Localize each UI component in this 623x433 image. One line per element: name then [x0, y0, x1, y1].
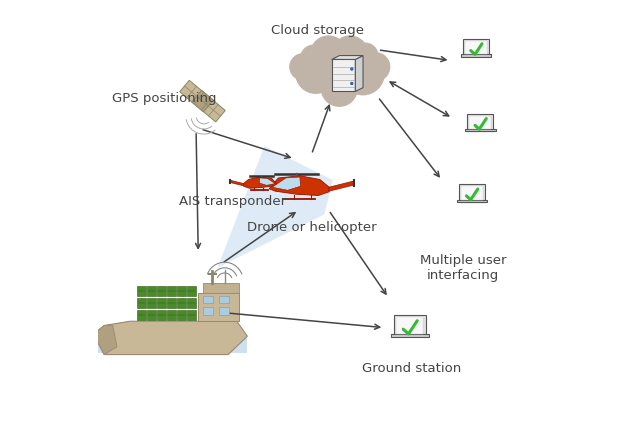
FancyBboxPatch shape — [177, 310, 186, 320]
FancyBboxPatch shape — [137, 310, 146, 320]
FancyBboxPatch shape — [465, 129, 495, 132]
FancyBboxPatch shape — [463, 39, 489, 56]
Polygon shape — [269, 176, 329, 195]
Polygon shape — [329, 181, 354, 191]
Text: Multiple user
interfacing: Multiple user interfacing — [420, 254, 506, 282]
Circle shape — [289, 53, 316, 81]
FancyBboxPatch shape — [177, 286, 186, 297]
FancyBboxPatch shape — [137, 298, 146, 308]
Polygon shape — [93, 336, 247, 353]
FancyBboxPatch shape — [157, 310, 166, 320]
Circle shape — [341, 51, 385, 95]
FancyBboxPatch shape — [187, 286, 196, 297]
Polygon shape — [332, 55, 363, 59]
Circle shape — [351, 42, 379, 70]
FancyBboxPatch shape — [469, 116, 492, 129]
Polygon shape — [93, 321, 247, 355]
FancyBboxPatch shape — [202, 307, 213, 315]
FancyBboxPatch shape — [457, 200, 487, 202]
FancyBboxPatch shape — [167, 286, 176, 297]
Text: GPS positioning: GPS positioning — [112, 93, 216, 106]
Polygon shape — [259, 178, 275, 185]
Polygon shape — [192, 90, 213, 112]
Polygon shape — [179, 80, 226, 122]
Text: Ground station: Ground station — [363, 362, 462, 375]
Text: Drone or helicopter: Drone or helicopter — [247, 221, 376, 234]
FancyBboxPatch shape — [187, 310, 196, 320]
FancyBboxPatch shape — [157, 286, 166, 297]
Polygon shape — [217, 146, 333, 268]
FancyBboxPatch shape — [187, 298, 196, 308]
Polygon shape — [230, 180, 244, 186]
FancyBboxPatch shape — [147, 310, 156, 320]
FancyBboxPatch shape — [177, 298, 186, 308]
FancyBboxPatch shape — [202, 296, 213, 303]
Polygon shape — [93, 326, 117, 355]
FancyBboxPatch shape — [219, 296, 229, 303]
FancyBboxPatch shape — [219, 307, 229, 315]
FancyBboxPatch shape — [465, 41, 487, 55]
FancyBboxPatch shape — [137, 286, 146, 297]
FancyBboxPatch shape — [391, 334, 429, 336]
Polygon shape — [244, 177, 277, 188]
Circle shape — [350, 67, 353, 71]
Polygon shape — [355, 55, 363, 91]
FancyBboxPatch shape — [202, 283, 239, 294]
Polygon shape — [272, 177, 300, 190]
Circle shape — [350, 82, 353, 85]
Circle shape — [295, 173, 298, 175]
Polygon shape — [332, 59, 355, 91]
Circle shape — [300, 45, 328, 72]
FancyBboxPatch shape — [198, 294, 239, 321]
FancyBboxPatch shape — [394, 315, 426, 336]
FancyBboxPatch shape — [167, 298, 176, 308]
Circle shape — [310, 42, 364, 96]
Circle shape — [261, 175, 262, 177]
FancyBboxPatch shape — [459, 184, 485, 201]
Circle shape — [295, 53, 336, 94]
Circle shape — [331, 36, 369, 73]
Circle shape — [361, 52, 391, 82]
FancyBboxPatch shape — [157, 298, 166, 308]
Text: Cloud storage: Cloud storage — [272, 24, 364, 37]
FancyBboxPatch shape — [147, 286, 156, 297]
FancyBboxPatch shape — [467, 114, 493, 131]
FancyBboxPatch shape — [461, 54, 492, 57]
FancyBboxPatch shape — [461, 186, 483, 200]
Text: AIS transponder: AIS transponder — [179, 195, 286, 208]
FancyBboxPatch shape — [147, 298, 156, 308]
FancyBboxPatch shape — [396, 317, 424, 334]
FancyBboxPatch shape — [167, 310, 176, 320]
Circle shape — [310, 36, 347, 73]
Circle shape — [321, 70, 358, 107]
